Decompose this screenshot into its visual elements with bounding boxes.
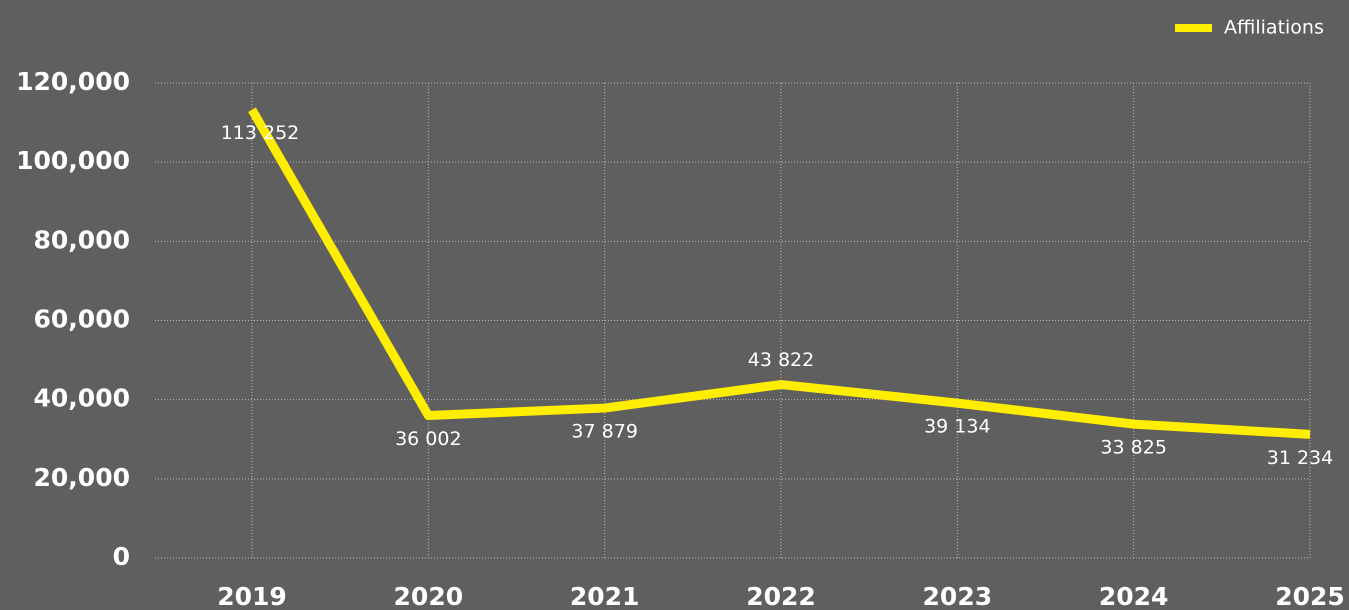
x-tick-label: 2024 xyxy=(1099,582,1169,610)
data-label: 37 879 xyxy=(571,421,637,443)
data-label: 43 822 xyxy=(748,349,814,371)
x-tick-label: 2025 xyxy=(1275,582,1345,610)
y-tick-label: 20,000 xyxy=(34,463,130,492)
data-label: 31 234 xyxy=(1267,447,1333,469)
x-tick-label: 2019 xyxy=(217,582,287,610)
x-tick-label: 2023 xyxy=(923,582,993,610)
y-tick-label: 120,000 xyxy=(16,67,130,96)
data-label: 36 002 xyxy=(395,428,461,450)
x-tick-label: 2020 xyxy=(394,582,464,610)
legend-label: Affiliations xyxy=(1224,17,1324,39)
data-label: 33 825 xyxy=(1100,437,1166,459)
series-line xyxy=(248,107,1311,439)
y-tick-label: 60,000 xyxy=(34,305,130,334)
x-tick-label: 2021 xyxy=(570,582,640,610)
data-label: 39 134 xyxy=(924,416,990,438)
x-tick-label: 2022 xyxy=(746,582,816,610)
y-tick-label: 40,000 xyxy=(34,384,130,413)
y-tick-label: 100,000 xyxy=(16,146,130,175)
data-label: 113 252 xyxy=(221,122,300,144)
y-tick-label: 0 xyxy=(113,542,130,571)
y-tick-label: 80,000 xyxy=(34,225,130,254)
